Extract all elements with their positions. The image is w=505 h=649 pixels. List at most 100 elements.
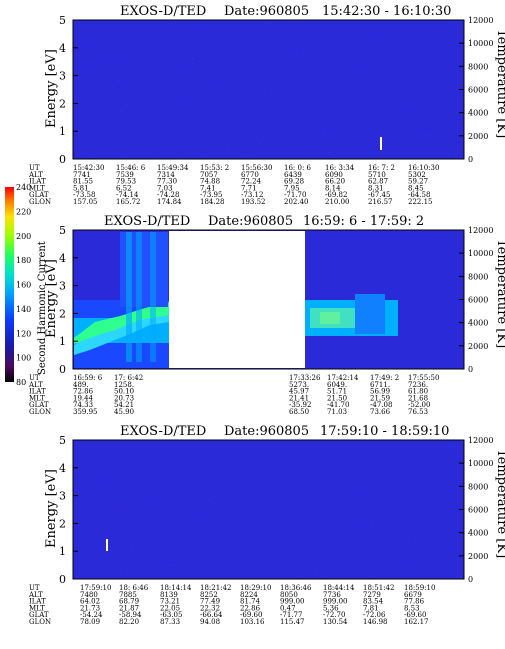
colorbar-tick-label: 240 — [16, 183, 31, 192]
orbit-table-cell: 7.71 — [241, 184, 257, 192]
panel-1-time-range: 15:42:30 - 16:10:30 — [322, 4, 451, 19]
noise-speckle — [248, 110, 250, 112]
colorbar-tick-label: 80 — [16, 378, 26, 387]
orbit-table-cell: 17: 6:42 — [114, 374, 143, 382]
noise-speckle — [200, 518, 202, 520]
noise-speckle — [227, 89, 229, 91]
noise-speckle — [201, 463, 203, 465]
noise-speckle — [254, 562, 256, 564]
noise-speckle — [300, 459, 302, 461]
noise-speckle — [375, 498, 377, 500]
orbit-table-cell: -41.70 — [327, 401, 349, 409]
noise-speckle — [323, 42, 325, 44]
noise-speckle — [148, 143, 150, 145]
noise-speckle — [304, 459, 306, 461]
noise-speckle — [324, 495, 326, 497]
orbit-table-cell: 22.05 — [160, 604, 180, 612]
orbit-table-cell: 1258. — [114, 381, 134, 389]
orbit-table-cell: 21.41 — [289, 394, 309, 402]
noise-speckle — [375, 452, 377, 454]
orbit-row-label: GLAT — [29, 611, 49, 619]
orbit-table-cell: 7741 — [73, 171, 91, 179]
noise-speckle — [416, 465, 418, 467]
orbit-table-cell: 6049. — [327, 381, 347, 389]
colorbar-scale — [5, 187, 14, 382]
noise-speckle — [371, 521, 373, 523]
noise-speckle — [316, 55, 318, 57]
noise-speckle — [96, 69, 98, 71]
orbit-table-cell: 94.08 — [200, 618, 220, 626]
noise-speckle — [273, 486, 275, 488]
orbit-table-cell: 73.66 — [370, 408, 391, 416]
orbit-table-cell: 66.20 — [325, 178, 345, 186]
noise-speckle — [112, 59, 114, 61]
orbit-row-label: GLAT — [29, 401, 49, 409]
noise-speckle — [286, 34, 288, 36]
noise-speckle — [180, 63, 182, 65]
orbit-table-cell: 8252 — [200, 591, 218, 599]
noise-speckle — [183, 35, 185, 37]
orbit-row-label: GLON — [29, 618, 51, 626]
orbit-table-cell: -71.70 — [284, 191, 306, 199]
noise-speckle — [450, 467, 452, 469]
orbit-table-cell: -74.14 — [116, 191, 139, 199]
y-tick-label: 3 — [59, 70, 66, 83]
noise-speckle — [399, 503, 401, 505]
noise-speckle — [450, 87, 452, 89]
noise-speckle — [443, 128, 445, 130]
orbit-table-cell: 6711. — [370, 381, 390, 389]
noise-speckle — [429, 134, 431, 136]
orbit-table-cell: 73.21 — [160, 598, 180, 606]
noise-speckle — [211, 84, 213, 86]
orbit-table-cell: 6.52 — [116, 184, 132, 192]
noise-speckle — [454, 96, 456, 98]
orbit-table-cell: 8224 — [240, 591, 258, 599]
orbit-table-cell: 15:46: 6 — [116, 164, 146, 172]
noise-speckle — [409, 88, 411, 90]
noise-speckle — [414, 567, 416, 569]
noise-speckle — [459, 454, 461, 456]
noise-speckle — [104, 122, 106, 124]
noise-speckle — [447, 116, 449, 118]
noise-speckle — [387, 491, 389, 493]
orbit-table-cell: 7057 — [200, 171, 218, 179]
noise-speckle — [282, 511, 284, 513]
noise-speckle — [363, 552, 365, 554]
noise-speckle — [219, 494, 221, 496]
orbit-table-cell: -73.95 — [200, 191, 222, 199]
orbit-row-label: MLT — [29, 184, 45, 192]
noise-speckle — [295, 28, 297, 30]
orbit-table-cell: 174.84 — [157, 198, 182, 206]
y-tick-label: 2 — [59, 97, 66, 110]
orbit-table-cell: 18:51:42 — [363, 584, 394, 592]
colorbar-tick-label: 100 — [16, 354, 31, 363]
orbit-table-cell: 71.03 — [327, 408, 347, 416]
orbit-table-cell: 20.73 — [114, 394, 134, 402]
orbit-table-cell: -66.64 — [200, 611, 223, 619]
noise-speckle — [118, 80, 120, 82]
noise-speckle — [255, 135, 257, 137]
orbit-table-cell: 77.49 — [200, 598, 220, 606]
noise-speckle — [221, 470, 223, 472]
orbit-table-cell: 54.21 — [114, 401, 134, 409]
noise-speckle — [89, 69, 91, 71]
colorbar-label: Second Harmonic Current — [37, 241, 48, 375]
orbit-table-cell: 6679 — [404, 591, 422, 599]
orbit-table-cell: 7885 — [119, 591, 137, 599]
noise-speckle — [270, 91, 272, 93]
orbit-table-cell: 6770 — [241, 171, 259, 179]
orbit-row-label: MLT — [29, 604, 45, 612]
noise-speckle — [404, 560, 406, 562]
orbit-table-cell: 83.54 — [363, 598, 384, 606]
noise-speckle — [181, 74, 183, 76]
noise-speckle — [393, 94, 395, 96]
noise-speckle — [205, 570, 207, 572]
orbit-table-cell: 76.53 — [408, 408, 428, 416]
noise-speckle — [140, 496, 142, 498]
noise-speckle — [159, 471, 161, 473]
orbit-table-cell: 68.79 — [119, 598, 139, 606]
noise-speckle — [227, 144, 229, 146]
noise-speckle — [75, 62, 77, 64]
noise-speckle — [281, 119, 283, 121]
noise-speckle — [329, 109, 331, 111]
